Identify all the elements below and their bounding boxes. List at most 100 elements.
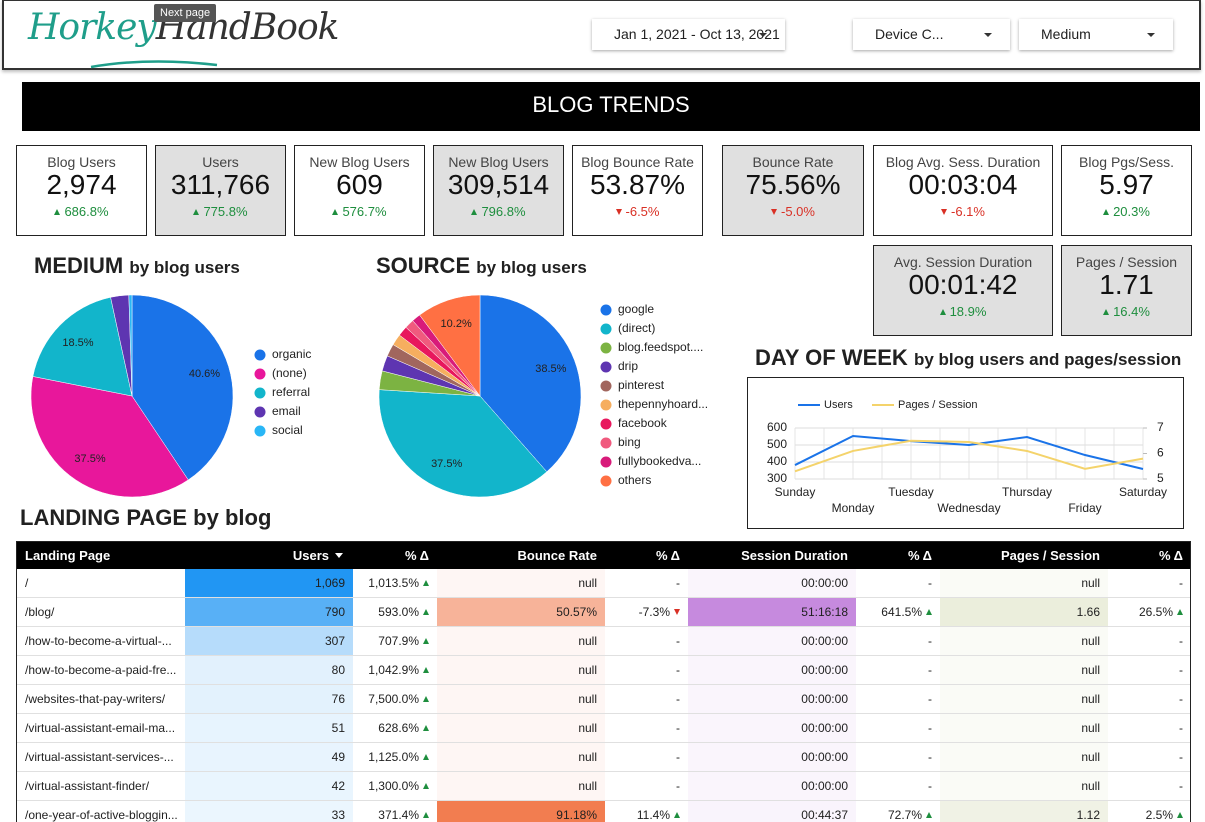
cell-text: 42 — [331, 779, 345, 793]
table-cell: - — [856, 684, 940, 714]
slice-label: 38.5% — [535, 363, 566, 375]
scorecard: Blog Avg. Sess. Duration 00:03:04 -6.1% — [873, 145, 1053, 236]
cell-text: 2.5% — [1145, 808, 1173, 822]
cell-text: - — [1179, 779, 1183, 793]
table-cell: null — [940, 713, 1108, 743]
table-cell: null — [437, 684, 605, 714]
table-cell: 707.9% — [353, 626, 437, 656]
cell-text: null — [578, 663, 597, 677]
table-cell: /virtual-assistant-services-... — [17, 742, 185, 772]
table-cell: 1,300.0% — [353, 771, 437, 801]
cell-text: 33 — [331, 808, 345, 822]
delta-text: 16.4% — [1113, 304, 1150, 319]
delta-arrow — [423, 812, 429, 818]
column-header[interactable]: % Δ — [856, 542, 940, 569]
table-row[interactable]: /one-year-of-active-bloggin... 33 371.4% 91… — [17, 800, 1190, 822]
delta-arrow — [674, 812, 680, 818]
delta-arrow — [674, 609, 680, 615]
dropdown-caret — [759, 33, 767, 37]
cell-text: null — [578, 576, 597, 590]
table-row[interactable]: /virtual-assistant-finder/42 1,300.0% null… — [17, 771, 1190, 801]
filter-dropdown[interactable]: Device C... — [853, 19, 1010, 50]
table-cell: 00:44:37 — [688, 800, 856, 822]
scorecard-delta: -5.0% — [723, 204, 863, 219]
legend-label: facebook — [618, 416, 668, 430]
cell-text: 1,300.0% — [368, 779, 419, 793]
scorecard-value: 2,974 — [46, 169, 117, 200]
scorecard-value: 1.71 — [1099, 269, 1154, 300]
legend-swatch — [600, 399, 612, 411]
table-cell: /blog/ — [17, 597, 185, 627]
scorecard: Users 311,766 775.8% — [155, 145, 286, 236]
scorecard-delta: -6.5% — [573, 204, 702, 219]
table-cell: - — [1108, 684, 1190, 714]
cell-text: /virtual-assistant-email-ma... — [25, 721, 176, 735]
scorecard-delta: 16.4% — [1062, 304, 1191, 319]
delta-arrow — [423, 696, 429, 702]
delta-arrow — [423, 725, 429, 731]
table-body: / 1,069 1,013.5% null - 00:00:00 - null - /blog/7… — [17, 569, 1190, 822]
column-header[interactable]: % Δ — [353, 542, 437, 569]
table-row[interactable]: / 1,069 1,013.5% null - 00:00:00 - null - — [17, 569, 1190, 598]
column-header[interactable]: Users — [185, 542, 353, 569]
scorecard-label: New Blog Users — [309, 154, 410, 170]
chart-title: SOURCE by blog users — [376, 253, 587, 279]
scorecard-label: Users — [202, 154, 239, 170]
scorecard-value: 75.56% — [745, 169, 841, 200]
table-row[interactable]: /blog/790 593.0% 50.57% -7.3% 51:16:18 641.5%… — [17, 597, 1190, 627]
pie-slice — [381, 355, 481, 397]
banner: BLOG TRENDS — [22, 82, 1200, 131]
cell-text: null — [578, 692, 597, 706]
column-header-text: Session Duration — [741, 548, 848, 563]
cell-text: - — [1179, 576, 1183, 590]
legend-label: email — [272, 404, 301, 418]
cell-text: 51 — [331, 721, 345, 735]
column-header[interactable]: Session Duration — [688, 542, 856, 569]
slice-label: 10.2% — [441, 318, 472, 330]
scorecard-delta: 20.3% — [1062, 204, 1191, 219]
column-header[interactable]: Bounce Rate — [437, 542, 605, 569]
delta-arrow — [423, 754, 429, 760]
legend-label: (direct) — [618, 321, 655, 335]
scorecard-label: New Blog Users — [448, 154, 549, 170]
table-cell: 307 — [185, 626, 353, 656]
table-row[interactable]: /virtual-assistant-services-... 49 1,125.0… — [17, 742, 1190, 772]
column-header[interactable]: Landing Page — [17, 542, 185, 569]
delta-text: 686.8% — [64, 204, 109, 219]
cell-text: /one-year-of-active-bloggin... — [25, 808, 178, 822]
pie-slice — [479, 294, 582, 473]
table-cell: - — [1108, 713, 1190, 743]
header-row: Landing Page Users % Δ Bounce Rate % Δ Sessio… — [17, 542, 1190, 569]
cell-text: 307 — [324, 634, 345, 648]
cell-text: 1.66 — [1076, 605, 1100, 619]
logo-part: Horkey — [28, 7, 157, 48]
pie-slice — [32, 296, 133, 397]
cell-text: 00:00:00 — [801, 750, 848, 764]
column-header[interactable]: % Δ — [1108, 542, 1190, 569]
cell-text: /how-to-become-a-virtual-... — [25, 634, 172, 648]
legend-label: (none) — [272, 366, 307, 380]
table-cell: 11.4% — [605, 800, 688, 822]
column-header-text: Bounce Rate — [517, 548, 597, 563]
table-row[interactable]: /how-to-become-a-paid-fre... 80 1,042.9% nu… — [17, 655, 1190, 685]
legend-label: referral — [272, 385, 310, 399]
table-row[interactable]: /how-to-become-a-virtual-... 307 707.9% nul… — [17, 626, 1190, 656]
column-header[interactable]: Pages / Session — [940, 542, 1108, 569]
table-cell: 76 — [185, 684, 353, 714]
table-row[interactable]: /virtual-assistant-email-ma... 51 628.6% nu… — [17, 713, 1190, 743]
filter-dropdown[interactable]: Jan 1, 2021 - Oct 13, 2021 — [592, 19, 785, 50]
legend-swatch — [254, 368, 266, 380]
column-header[interactable]: % Δ — [605, 542, 688, 569]
cell-text: 707.9% — [378, 634, 419, 648]
table-title: LANDING PAGE by blog — [20, 505, 271, 531]
cell-text: null — [578, 721, 597, 735]
scorecard: Blog Users 2,974 686.8% — [16, 145, 147, 236]
table-cell: 1,013.5% — [353, 569, 437, 598]
cell-text: 371.4% — [378, 808, 419, 822]
legend-label: drip — [618, 359, 638, 373]
table-row[interactable]: /websites-that-pay-writers/76 7,500.0% nul… — [17, 684, 1190, 714]
legend-label: organic — [272, 347, 311, 361]
filter-dropdown[interactable]: Medium — [1019, 19, 1173, 50]
table-cell: null — [437, 626, 605, 656]
scorecard-label: Pages / Session — [1075, 254, 1178, 270]
